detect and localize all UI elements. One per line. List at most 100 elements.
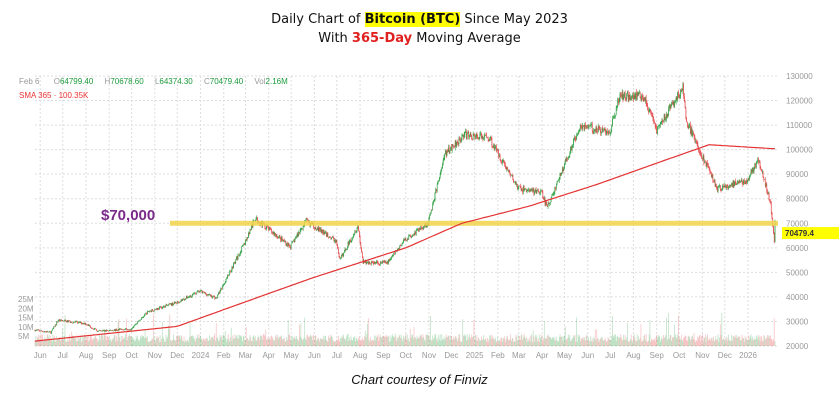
candle-body: [474, 134, 476, 137]
sma-365-line: [34, 144, 776, 342]
candle-body: [699, 152, 701, 153]
candle-body: [105, 329, 107, 332]
volume-bar: [194, 341, 196, 346]
candle-body: [138, 320, 139, 322]
volume-bar: [252, 336, 254, 346]
volume-bar: [431, 339, 433, 346]
volume-bar: [122, 338, 124, 346]
volume-bar: [663, 338, 665, 346]
volume-bar: [760, 336, 762, 346]
volume-bar: [700, 341, 702, 346]
volume-bar: [384, 336, 386, 346]
volume-bar: [711, 338, 713, 346]
volume-bar: [611, 335, 613, 346]
candle-body: [722, 185, 723, 191]
volume-bar: [383, 335, 385, 346]
candle-body: [451, 144, 453, 151]
volume-bar: [72, 335, 73, 346]
volume-bar: [425, 334, 427, 346]
volume-bar: [621, 337, 622, 346]
volume-bar: [433, 339, 434, 346]
candle-body: [141, 317, 143, 318]
volume-bar: [407, 340, 409, 346]
volume-bar: [264, 336, 266, 346]
volume-bar: [427, 334, 428, 346]
candle-body: [36, 329, 37, 331]
volume-bar: [149, 341, 151, 346]
volume-bar: [772, 341, 774, 346]
candle-body: [370, 263, 371, 265]
volume-bar: [721, 313, 723, 346]
candle-body: [597, 131, 598, 133]
volume-bar: [74, 336, 76, 346]
candle-body: [184, 299, 186, 301]
candle-body: [163, 305, 165, 307]
candle-body: [433, 200, 435, 202]
volume-bar: [486, 341, 488, 346]
volume-bar: [408, 338, 410, 346]
volume-bar: [122, 335, 124, 346]
candle-body: [167, 305, 168, 306]
volume-bar: [732, 336, 734, 346]
candle-body: [703, 155, 705, 163]
candle-body: [99, 330, 100, 331]
volume-bar: [409, 341, 410, 346]
candle-body: [378, 264, 380, 265]
volume-bar: [137, 336, 139, 346]
candle-body: [212, 296, 213, 298]
volume-bar: [165, 334, 167, 346]
candle-body: [247, 237, 249, 238]
candle-body: [195, 293, 197, 295]
volume-bar: [498, 339, 500, 346]
volume-bar: [767, 335, 768, 346]
volume-bar: [131, 337, 133, 346]
volume-bar: [562, 341, 564, 346]
candle-body: [739, 180, 741, 182]
volume-bar: [478, 337, 479, 346]
candle-body: [230, 270, 231, 272]
candle-body: [694, 136, 696, 142]
candle-body: [211, 295, 213, 298]
volume-bar: [193, 337, 195, 346]
candle-body: [604, 128, 606, 131]
candle-body: [334, 240, 336, 243]
volume-bar: [673, 336, 675, 346]
candle-body: [296, 234, 298, 237]
candle-body: [719, 185, 721, 190]
volume-bar: [644, 334, 646, 346]
candle-body: [728, 185, 730, 187]
volume-bar: [640, 324, 642, 346]
candle-body: [132, 328, 133, 329]
candle-body: [307, 219, 308, 220]
volume-bar: [67, 338, 69, 346]
volume-bar: [630, 334, 632, 346]
candle-body: [606, 130, 608, 134]
volume-bar: [706, 336, 708, 346]
candle-body: [492, 145, 493, 148]
volume-bar: [557, 341, 559, 346]
candle-body: [658, 125, 660, 127]
candle-body: [112, 330, 114, 332]
volume-bar: [508, 339, 510, 346]
candle-body: [227, 275, 228, 278]
volume-bar: [403, 335, 404, 346]
candle-body: [272, 232, 273, 234]
volume-bar: [599, 339, 601, 346]
candle-body: [762, 171, 764, 178]
candle-body: [302, 225, 304, 230]
candle-body: [413, 234, 415, 236]
volume-bar: [740, 340, 742, 346]
candle-body: [609, 132, 611, 134]
volume-bar: [474, 338, 476, 346]
volume-bar: [287, 339, 288, 346]
candle-body: [631, 96, 633, 98]
volume-bar: [278, 336, 280, 346]
candle-body: [668, 108, 669, 115]
volume-bar: [645, 334, 647, 346]
candle-body: [111, 330, 113, 332]
candle-body: [736, 183, 738, 185]
candle-body: [338, 253, 340, 258]
volume-bar: [773, 318, 775, 346]
volume-bar: [227, 334, 229, 346]
volume-bar: [224, 330, 226, 346]
